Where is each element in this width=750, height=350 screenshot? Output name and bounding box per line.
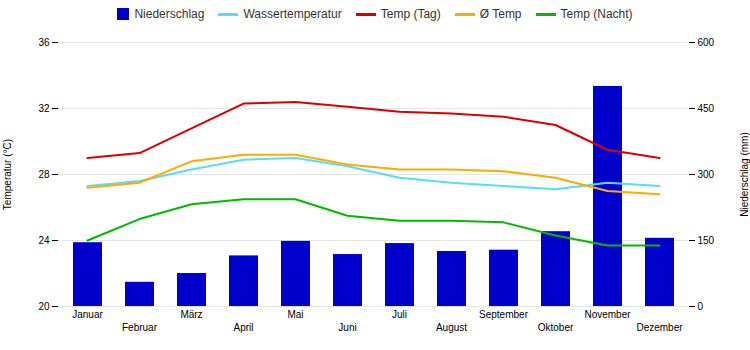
svg-text:150: 150 [698,235,715,246]
svg-text:Februar: Februar [122,322,158,333]
svg-text:0: 0 [698,301,704,312]
svg-text:Juli: Juli [392,309,407,320]
svg-text:Januar: Januar [72,309,103,320]
html-text:Niederschlag: Niederschlag [134,7,205,21]
svg-text:Temperatur (°C): Temperatur (°C) [2,139,13,210]
svg-text:März: März [180,309,202,320]
svg-text:300: 300 [698,169,715,180]
svg-text:36: 36 [38,37,50,48]
html-text:Ø Temp: Ø Temp [479,7,522,21]
svg-text:November: November [584,309,631,320]
svg-text:Oktober: Oktober [538,322,574,333]
svg-text:24: 24 [38,235,50,246]
html-text:Wassertemperatur: Wassertemperatur [243,7,342,21]
svg-text:600: 600 [698,37,715,48]
svg-text:August: August [436,322,467,333]
svg-text:20: 20 [38,301,50,312]
svg-text:Mai: Mai [287,309,303,320]
svg-text:Juni: Juni [338,322,356,333]
html-text:Temp (Nacht): Temp (Nacht) [560,7,633,21]
svg-text:28: 28 [38,169,50,180]
svg-text:32: 32 [38,103,50,114]
svg-text:Dezember: Dezember [636,322,683,333]
svg-text:Niederschlag (mm): Niederschlag (mm) [739,132,750,216]
svg-text:450: 450 [698,103,715,114]
svg-text:April: April [233,322,253,333]
html-text:Temp (Tag): Temp (Tag) [380,7,441,21]
svg-text:September: September [479,309,529,320]
